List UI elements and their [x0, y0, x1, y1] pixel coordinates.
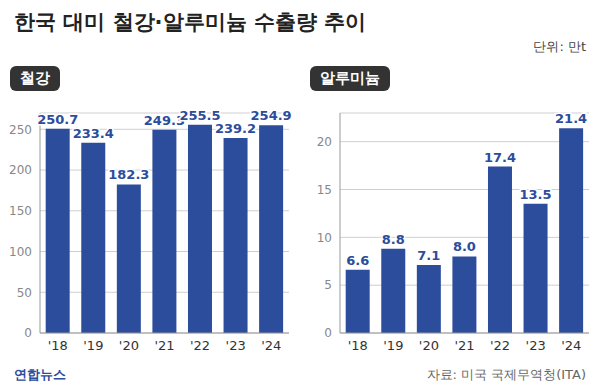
html-text:단위: 만t: 단위: 만t: [533, 39, 586, 54]
svg-text:50: 50: [17, 286, 32, 300]
svg-text:182.3: 182.3: [108, 167, 149, 182]
svg-text:100: 100: [9, 245, 32, 259]
svg-text:'21: '21: [154, 338, 174, 353]
svg-text:'21: '21: [454, 338, 474, 353]
svg-text:'20: '20: [119, 338, 139, 353]
svg-text:'18: '18: [348, 338, 368, 353]
svg-text:254.9: 254.9: [251, 108, 292, 123]
svg-text:'19: '19: [383, 338, 403, 353]
svg-text:13.5: 13.5: [520, 187, 552, 202]
svg-text:17.4: 17.4: [484, 150, 516, 165]
svg-text:7.1: 7.1: [417, 248, 440, 263]
svg-text:'24: '24: [561, 338, 581, 353]
svg-text:8.0: 8.0: [453, 239, 476, 254]
svg-text:5: 5: [324, 278, 332, 292]
html-text:한국 대미 철강·알루미늄 수출량 추이: 한국 대미 철강·알루미늄 수출량 추이: [14, 10, 367, 34]
svg-text:0: 0: [24, 326, 32, 340]
html-text:알루미늄: 알루미늄: [320, 69, 380, 87]
svg-text:'22: '22: [490, 338, 510, 353]
svg-text:'24: '24: [261, 338, 281, 353]
svg-text:200: 200: [9, 163, 32, 177]
svg-text:10: 10: [317, 231, 332, 245]
svg-text:6.6: 6.6: [346, 253, 369, 268]
svg-text:'19: '19: [83, 338, 103, 353]
svg-text:239.2: 239.2: [215, 121, 256, 136]
svg-text:249.3: 249.3: [143, 112, 185, 128]
svg-text:255.5: 255.5: [179, 107, 221, 123]
html-text:철강: 철강: [20, 69, 50, 87]
svg-text:21.4: 21.4: [555, 111, 587, 126]
html-text:자료: 미국 국제무역청(ITA): 자료: 미국 국제무역청(ITA): [426, 367, 586, 382]
svg-text:'23: '23: [526, 338, 546, 353]
svg-text:0: 0: [324, 326, 332, 340]
svg-text:250.7: 250.7: [37, 112, 78, 127]
svg-text:'18: '18: [48, 338, 68, 353]
svg-text:150: 150: [9, 204, 32, 218]
svg-text:'23: '23: [226, 338, 246, 353]
svg-text:'22: '22: [190, 338, 210, 353]
html-text:연합뉴스: 연합뉴스: [14, 367, 66, 382]
svg-text:'20: '20: [419, 338, 439, 353]
svg-text:20: 20: [317, 135, 332, 149]
svg-text:233.4: 233.4: [73, 126, 114, 141]
svg-text:250: 250: [9, 123, 32, 137]
svg-text:15: 15: [317, 183, 332, 197]
svg-text:8.8: 8.8: [382, 232, 405, 247]
